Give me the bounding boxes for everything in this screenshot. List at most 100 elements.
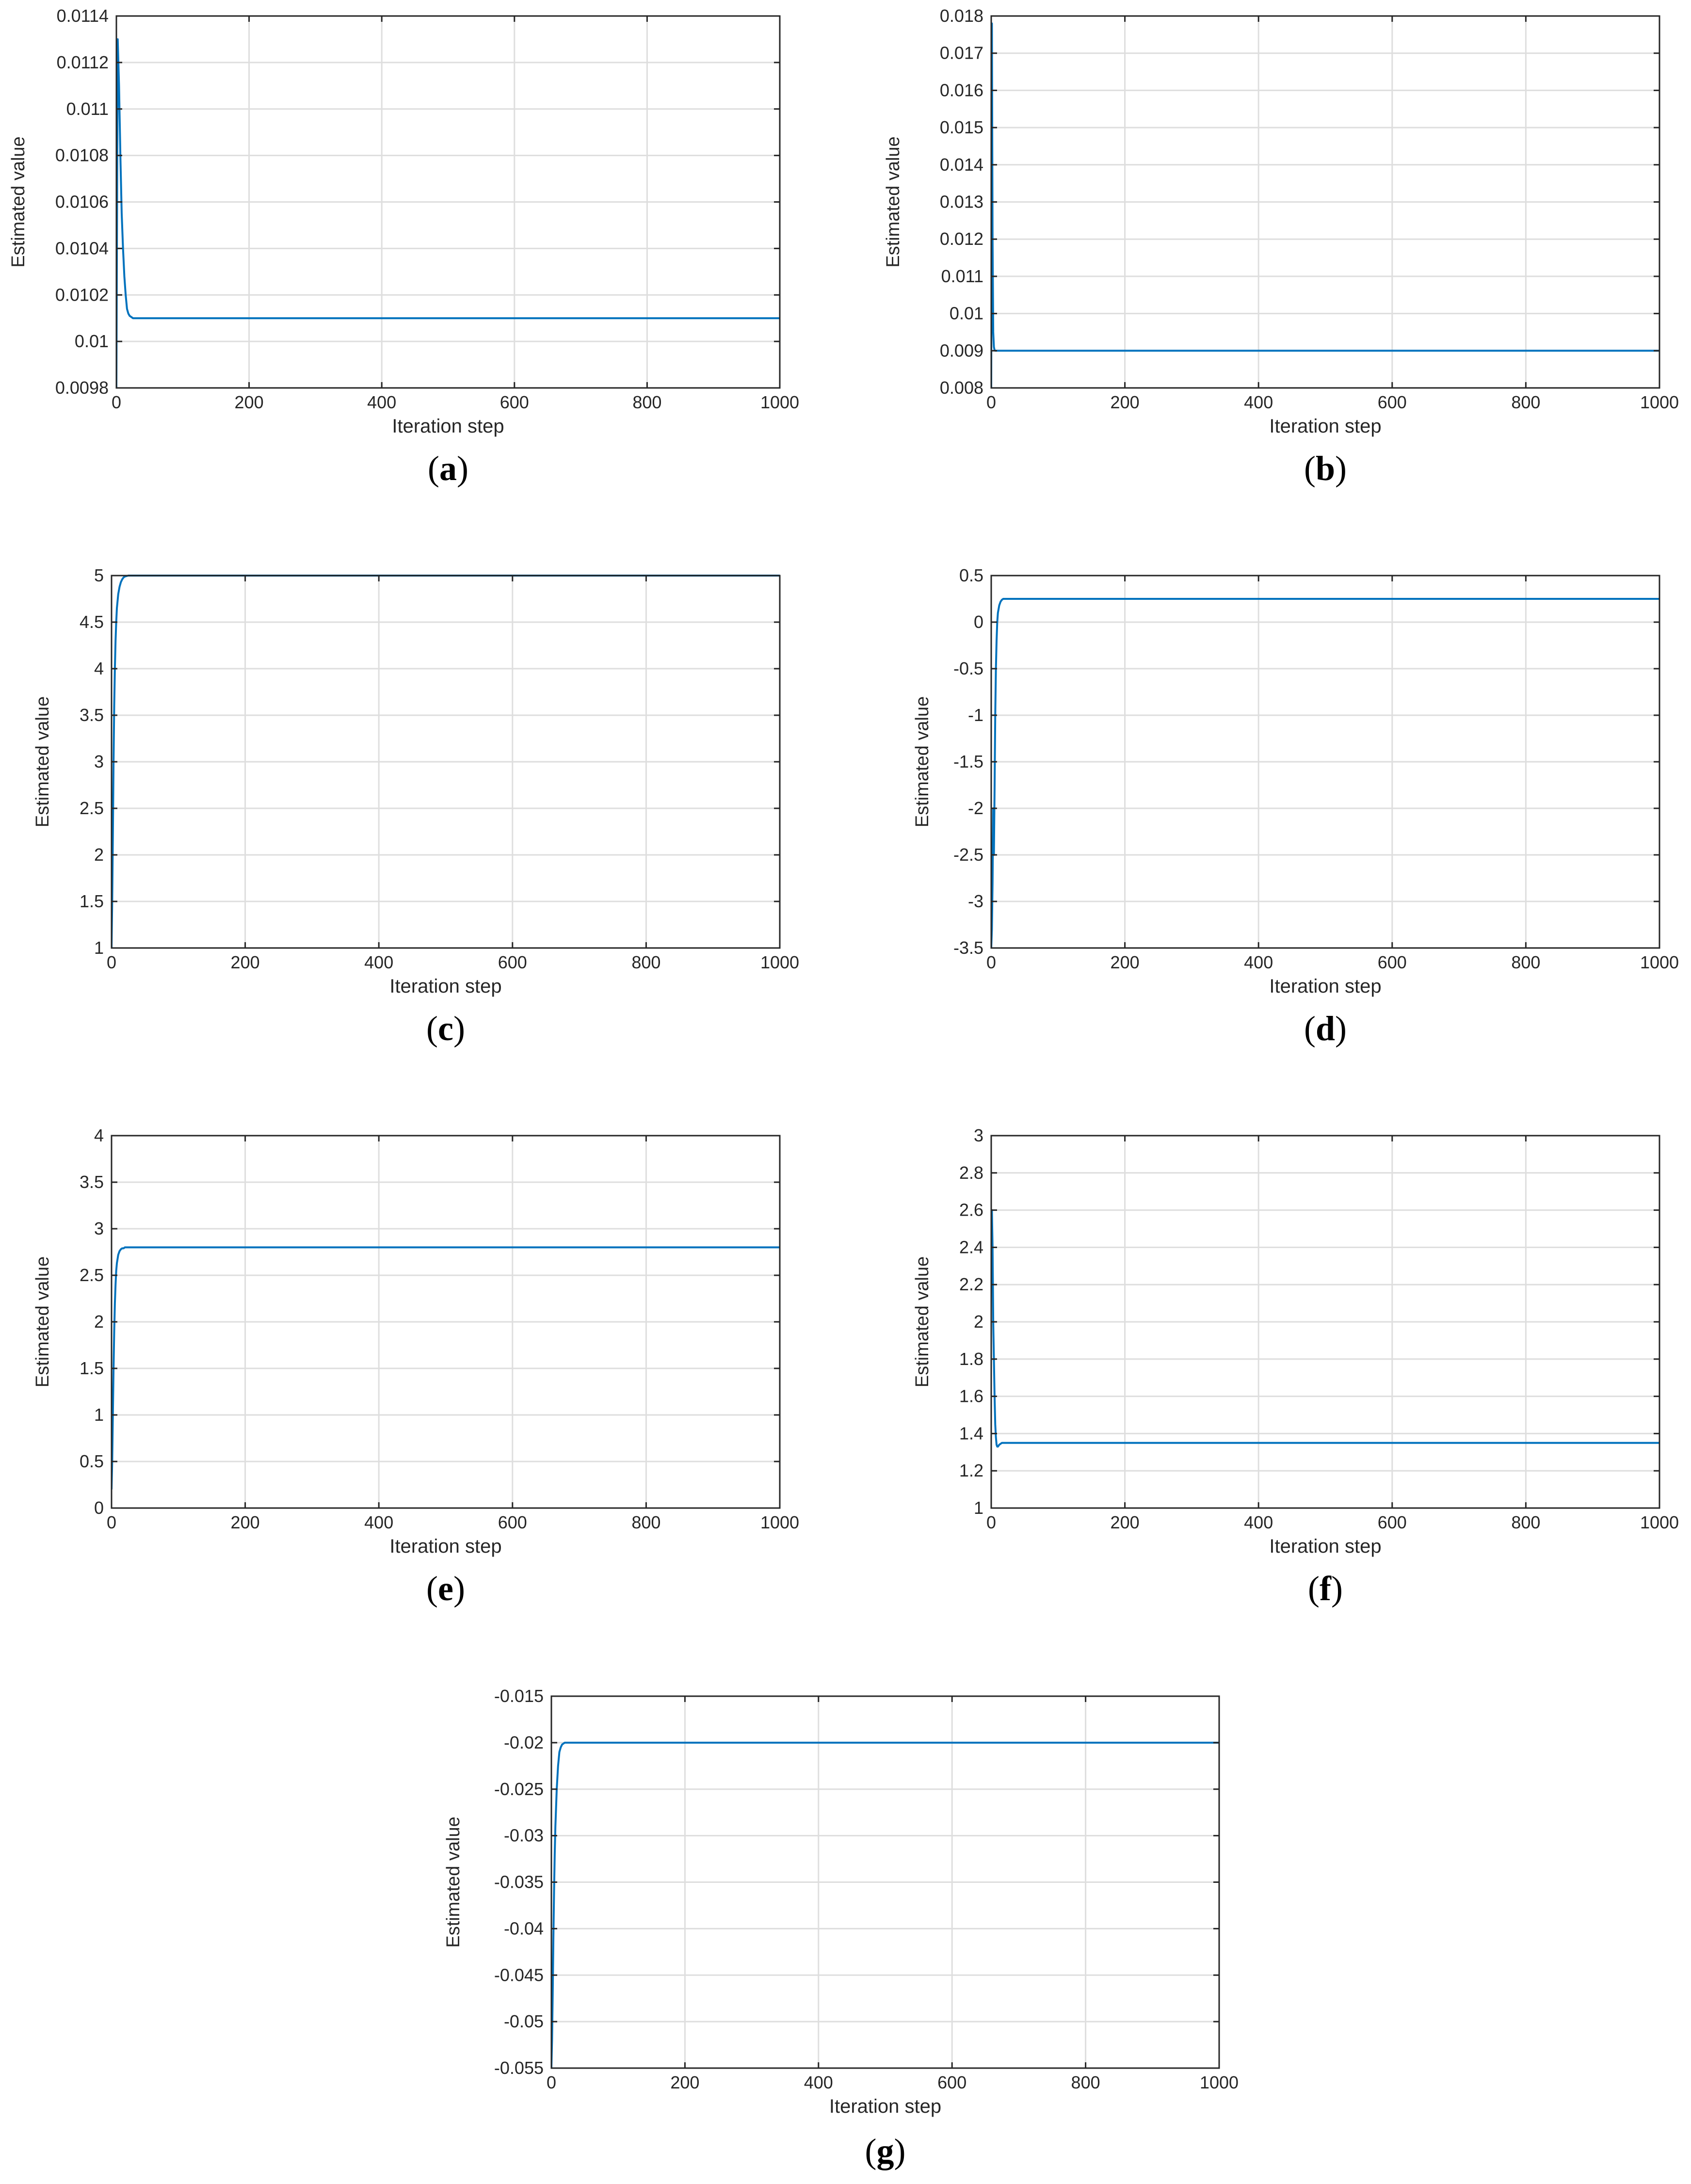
y-tick-label: 0 (94, 1498, 104, 1518)
chart-panel-f: 0 200 400 600 800 1000 1 1.2 1.4 1.6 1.8 2 2.2 2.4 2.6… (912, 1125, 1679, 1608)
y-tick-label: 2 (94, 845, 104, 865)
x-tick-label: 0 (986, 1512, 996, 1532)
panel-caption: (e) (426, 1569, 465, 1608)
x-tick-label: 0 (112, 392, 121, 412)
y-tick-label: 2.2 (959, 1274, 983, 1294)
x-tick-label: 1000 (1200, 2072, 1239, 2092)
y-tick-label: 0.5 (959, 565, 983, 585)
y-tick-label: 0.0104 (55, 238, 109, 258)
x-tick-label: 600 (937, 2072, 966, 2092)
y-tick-label: -0.04 (504, 1918, 544, 1938)
y-tick-label: 2.5 (80, 798, 104, 818)
x-tick-label: 0 (547, 2072, 556, 2092)
y-tick-label: 0.016 (940, 80, 983, 100)
y-tick-label: 3 (94, 752, 104, 771)
caption-close-paren: ) (453, 1009, 465, 1048)
x-tick-label: 200 (1111, 952, 1140, 972)
y-tick-label: 2.8 (959, 1163, 983, 1183)
y-tick-label: 0.012 (940, 229, 983, 249)
y-tick-label: 2 (974, 1312, 983, 1332)
y-axis-label: Estimated value (443, 1816, 464, 1947)
panel-caption: (c) (426, 1009, 465, 1048)
chart-panel-d: 0 200 400 600 800 1000 -3.5 -3 -2.5 -2 -1.5 -1 -0.5 0… (912, 565, 1679, 1048)
x-tick-label: 200 (231, 952, 260, 972)
y-tick-label: 3.5 (80, 1172, 104, 1192)
chart-panel-e: 0 200 400 600 800 1000 0 0.5 1 1.5 2 2.5 3 3.5 4 Iterat… (32, 1125, 799, 1608)
y-tick-label: 0.017 (940, 43, 983, 63)
caption-letter: a (439, 449, 457, 488)
x-tick-label: 1000 (760, 952, 799, 972)
chart-panel-a: 0 200 400 600 800 1000 0.0098 0.01 0.0102 0.0104 0… (8, 6, 799, 488)
caption-letter: e (438, 1569, 453, 1608)
panel-caption: (a) (428, 449, 468, 488)
caption-letter: d (1316, 1009, 1335, 1048)
y-axis-label: Estimated value (8, 136, 29, 267)
x-tick-label: 200 (670, 2072, 699, 2092)
series-line (551, 1741, 1219, 2069)
x-tick-label: 400 (1244, 392, 1273, 412)
y-tick-label: 0.011 (941, 266, 983, 286)
x-tick-label: 200 (231, 1512, 260, 1532)
y-tick-label: 0.018 (940, 6, 983, 26)
y-tick-label: -0.045 (494, 1965, 544, 1985)
x-tick-label: 400 (364, 952, 393, 972)
y-tick-label: 3 (974, 1125, 983, 1145)
x-tick-label: 1000 (760, 1512, 799, 1532)
x-tick-label: 800 (631, 952, 660, 972)
y-tick-label: 4 (94, 658, 104, 678)
y-tick-label: -0.035 (494, 1872, 544, 1892)
y-tick-label: 0 (974, 612, 983, 632)
caption-letter: b (1316, 449, 1335, 488)
y-tick-label: -1.5 (953, 752, 983, 771)
y-tick-label: 0.011 (66, 99, 109, 119)
y-axis-label: Estimated value (883, 136, 903, 267)
y-tick-label: 5 (94, 565, 104, 585)
caption-close-paren: ) (894, 2132, 906, 2170)
caption-open-paren: ( (1304, 1009, 1316, 1048)
y-tick-label: 0.013 (940, 192, 983, 212)
y-tick-label: 0.009 (940, 340, 983, 360)
y-tick-label: 0.0114 (57, 6, 109, 26)
y-tick-label: 0.0108 (55, 145, 109, 165)
y-tick-label: 1.8 (959, 1349, 983, 1369)
x-axis-label: Iteration step (389, 976, 501, 997)
y-tick-label: 0.01 (75, 331, 109, 351)
x-tick-label: 400 (1244, 952, 1273, 972)
y-tick-label: 0.0102 (55, 285, 109, 305)
y-tick-label: 1.4 (959, 1423, 983, 1443)
y-tick-label: 2 (94, 1312, 104, 1332)
y-tick-label: -1 (968, 705, 983, 725)
caption-close-paren: ) (1335, 1009, 1347, 1048)
x-tick-label: 1000 (1640, 392, 1679, 412)
x-tick-label: 1000 (1640, 1512, 1679, 1532)
x-tick-label: 800 (1071, 2072, 1100, 2092)
y-tick-label: 2.6 (959, 1200, 983, 1220)
caption-close-paren: ) (1335, 449, 1347, 488)
y-tick-label: 2.4 (959, 1237, 983, 1257)
panel-caption: (g) (865, 2132, 906, 2170)
x-tick-label: 600 (1378, 952, 1407, 972)
x-tick-label: 1000 (760, 392, 799, 412)
x-tick-label: 600 (1378, 1512, 1407, 1532)
x-tick-label: 800 (631, 1512, 660, 1532)
x-axis-label: Iteration step (389, 1536, 501, 1557)
caption-open-paren: ( (426, 1569, 438, 1608)
y-tick-label: -2.5 (953, 845, 983, 865)
caption-letter: g (877, 2132, 894, 2170)
x-axis-label: Iteration step (1269, 416, 1381, 437)
x-axis-label: Iteration step (1269, 976, 1381, 997)
y-tick-label: 0.015 (940, 117, 983, 137)
panel-caption: (f) (1308, 1569, 1343, 1608)
x-tick-label: 800 (1511, 952, 1540, 972)
x-tick-label: 400 (1244, 1512, 1273, 1532)
x-tick-label: 800 (632, 392, 661, 412)
y-tick-label: 1 (974, 1498, 983, 1518)
y-tick-label: 4 (94, 1125, 104, 1145)
series-line (991, 1209, 1659, 1448)
x-tick-label: 0 (107, 952, 116, 972)
y-tick-label: 1.2 (959, 1461, 983, 1480)
panel-caption: (b) (1304, 449, 1347, 488)
y-tick-label: 4.5 (80, 612, 104, 632)
x-tick-label: 800 (1511, 1512, 1540, 1532)
